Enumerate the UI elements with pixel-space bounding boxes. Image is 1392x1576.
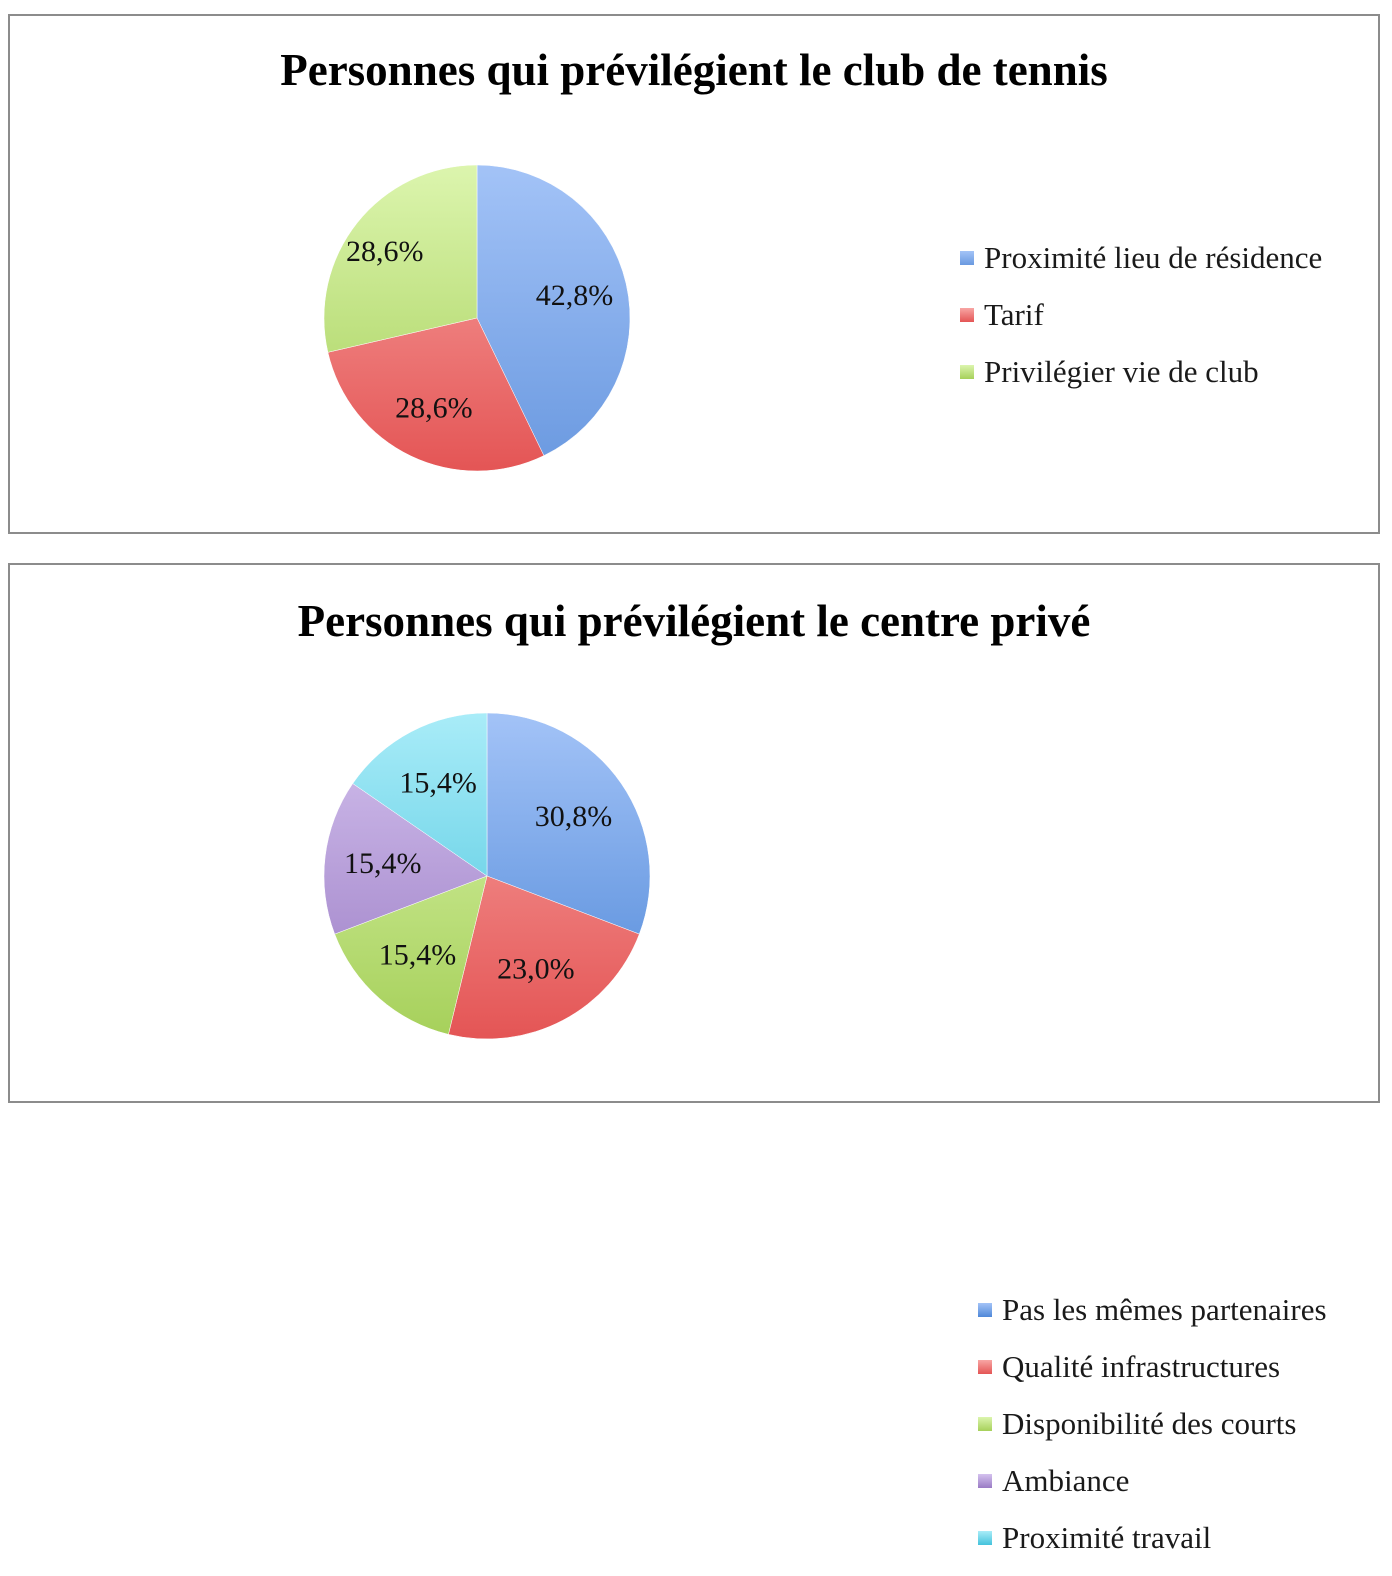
legend-label: Proximité travail bbox=[1002, 1520, 1212, 1555]
legend-label: Ambiance bbox=[1002, 1463, 1130, 1498]
legend-swatch bbox=[960, 308, 974, 322]
legend-swatch bbox=[960, 365, 974, 379]
slice-value-label: 15,4% bbox=[399, 767, 477, 800]
slice-value-label: 23,0% bbox=[497, 952, 575, 985]
legend-label: Proximité lieu de résidence bbox=[984, 240, 1323, 275]
slice-value-label: 15,4% bbox=[344, 847, 422, 880]
pie-slice bbox=[448, 875, 640, 1040]
pie-chart-centre-prive: 30,8% 23,0% 15,4% 15,4% 15,4% bbox=[323, 712, 651, 1040]
slice-value-label: 28,6% bbox=[395, 392, 473, 425]
legend-swatch bbox=[978, 1303, 992, 1317]
legend-swatch bbox=[978, 1417, 992, 1431]
pie-slice bbox=[352, 712, 488, 877]
legend-label: Tarif bbox=[984, 297, 1044, 332]
legend-label: Qualité infrastructures bbox=[1002, 1349, 1281, 1384]
legend-swatch bbox=[960, 251, 974, 265]
pie-slice bbox=[476, 164, 631, 456]
pie-slice bbox=[486, 712, 651, 935]
legend-label: Disponibilité des courts bbox=[1002, 1406, 1297, 1441]
slice-value-label: 15,4% bbox=[379, 938, 457, 971]
slice-value-label: 30,8% bbox=[535, 800, 613, 833]
legend-swatch bbox=[978, 1360, 992, 1374]
chart-panel-club: Personnes qui prévilégient le club de te… bbox=[8, 14, 1380, 534]
pie-chart-club: 42,8% 28,6% 28,6% bbox=[323, 164, 631, 472]
legend-swatch bbox=[978, 1474, 992, 1488]
chart-title: Personnes qui prévilégient le club de te… bbox=[280, 45, 1108, 95]
slice-value-label: 42,8% bbox=[536, 279, 614, 312]
legend-label: Privilégier vie de club bbox=[984, 354, 1259, 389]
pie-slice bbox=[323, 783, 488, 935]
legend-swatch bbox=[978, 1531, 992, 1545]
pie-slice bbox=[327, 317, 545, 472]
pie-slice bbox=[323, 164, 478, 353]
chart-panel-centre-prive: Personnes qui prévilégient le centre pri… bbox=[8, 563, 1380, 1555]
chart-title: Personnes qui prévilégient le centre pri… bbox=[297, 596, 1091, 646]
pie-slice bbox=[334, 875, 488, 1035]
legend-label: Pas les mêmes partenaires bbox=[1002, 1292, 1327, 1327]
slice-value-label: 28,6% bbox=[346, 235, 424, 268]
